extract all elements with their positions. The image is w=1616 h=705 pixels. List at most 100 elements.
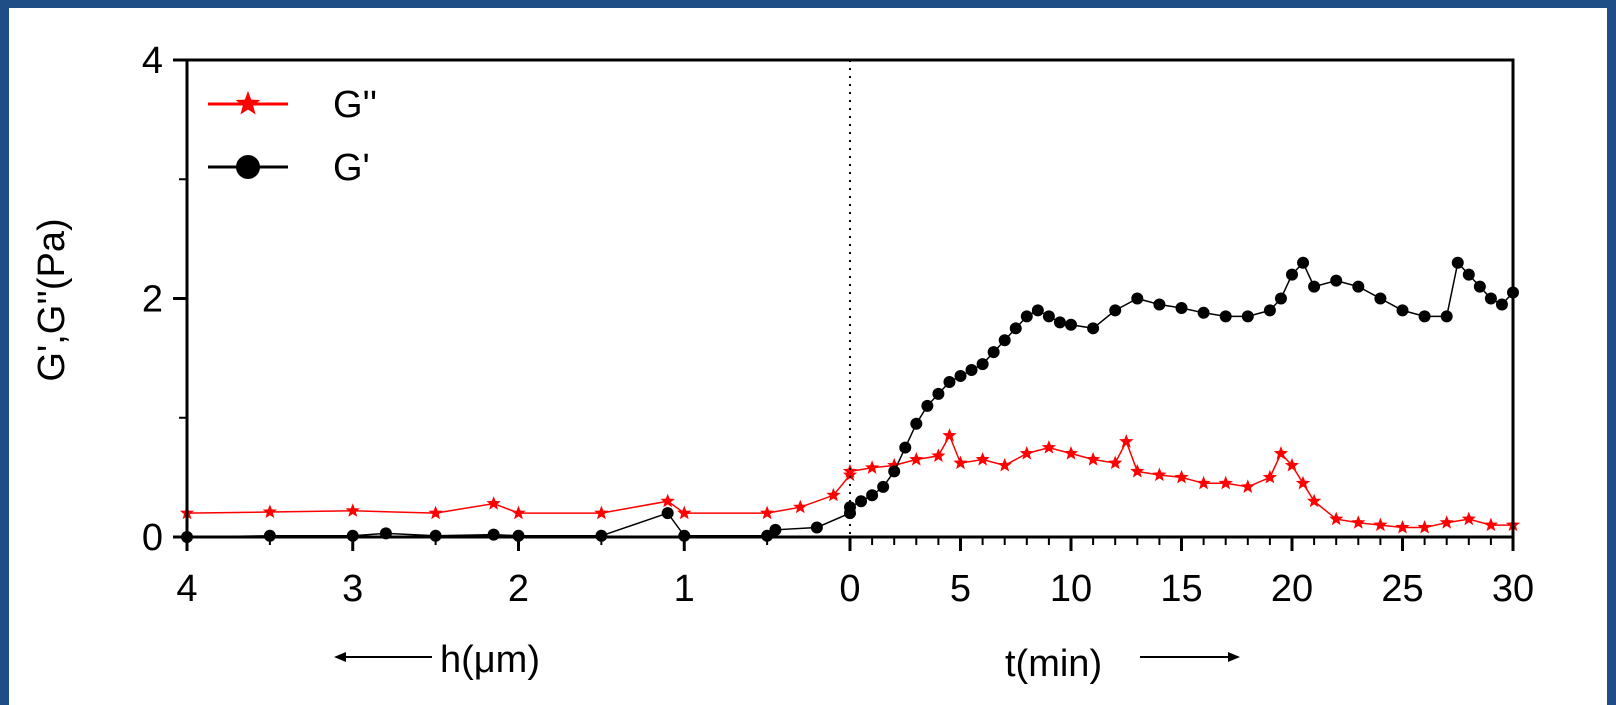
frame-top-border (0, 0, 1616, 8)
g-prime-point (1495, 298, 1508, 311)
g-prime-point (921, 399, 934, 412)
g-double-prime-point (262, 504, 277, 518)
g-prime-point (1263, 304, 1276, 317)
g-prime-point (1109, 304, 1122, 317)
g-prime-point (1241, 310, 1254, 323)
g-double-prime-point (1196, 475, 1211, 490)
g-double-prime-point (1240, 479, 1255, 493)
y-tick-label: 4 (142, 40, 163, 82)
g-prime-point (1009, 322, 1022, 335)
g-double-prime-point (931, 448, 946, 462)
g-double-prime-point (1284, 457, 1300, 472)
g-double-prime-point (1063, 446, 1079, 460)
g-double-prime-point (760, 505, 775, 520)
g-double-prime-point (1019, 446, 1034, 460)
g-prime-point (954, 370, 967, 383)
g-prime-point (976, 358, 989, 371)
h-axis-arrow-head (334, 652, 346, 662)
g-double-prime-point (1152, 467, 1167, 482)
y-axis-title: G',G''(Pa) (31, 218, 73, 381)
g-prime-point (1274, 292, 1287, 305)
frame-right-border (1607, 0, 1616, 705)
g-double-prime-point (677, 505, 692, 520)
g-double-prime-point (1439, 515, 1454, 529)
g-prime-point (1031, 304, 1044, 317)
g-double-prime-point (887, 457, 902, 472)
g-prime-point (866, 489, 879, 502)
g-prime-point (1352, 280, 1365, 293)
g-prime-point (987, 346, 1000, 359)
g-prime-point (810, 521, 823, 534)
g-prime-point (1396, 304, 1409, 317)
g-prime-point (1153, 298, 1166, 311)
legend-g1-circle-marker (236, 155, 260, 179)
g-prime-point (1175, 302, 1188, 315)
g-prime-point (998, 334, 1011, 347)
h-axis-title-group: h(μm) (334, 639, 540, 681)
t-axis-arrow-head (1228, 652, 1240, 662)
g-prime-point (1286, 268, 1298, 281)
g-double-prime-point (953, 455, 968, 470)
g-double-prime-point (1119, 434, 1134, 448)
g-double-prime-point (1174, 469, 1189, 484)
g-prime-point (1462, 268, 1475, 281)
g-double-prime-point (942, 428, 957, 442)
g-prime-point (910, 417, 923, 430)
g-prime-point (1042, 310, 1055, 323)
legend-g2-star-marker (235, 91, 261, 115)
g-double-prime-point (1130, 463, 1145, 478)
g-prime-point (932, 387, 945, 400)
g-prime-point (661, 507, 674, 520)
g-double-prime-point (793, 499, 808, 514)
g-prime-point (1020, 310, 1033, 323)
g-double-prime-point (1417, 520, 1432, 534)
g-double-prime-point (1373, 517, 1388, 532)
g-double-prime-point (1295, 475, 1311, 490)
g-prime-point (1330, 274, 1343, 287)
g-double-prime-point (865, 460, 880, 474)
g-prime-point (487, 528, 500, 541)
g-prime-point (877, 480, 890, 493)
frame-left-border (0, 0, 9, 705)
g-prime-point (965, 364, 978, 377)
g-prime-point (1053, 316, 1066, 329)
t-axis-title-group: t(min) (1005, 643, 1240, 685)
g-double-prime-point (1262, 469, 1277, 484)
g-prime-point (1197, 306, 1210, 319)
g-prime-point (769, 523, 782, 536)
y-tick-label: 0 (142, 517, 163, 559)
g-prime-point (1065, 318, 1077, 331)
t-tick-label: 10 (1050, 568, 1092, 610)
h-tick-label: 3 (342, 568, 363, 610)
g-prime-point (1440, 310, 1453, 323)
legend-g2-label: G'' (333, 84, 377, 126)
g-prime-point (888, 465, 901, 478)
g-double-prime-point (909, 452, 924, 466)
g-prime-point (1219, 310, 1232, 323)
g-double-prime-point (486, 496, 501, 510)
g-prime-point (855, 495, 868, 508)
g-prime-point (844, 501, 856, 514)
g-double-prime-point (826, 487, 841, 502)
h-axis-title: h(μm) (440, 639, 540, 681)
g-double-prime-point (1395, 520, 1410, 534)
g-double-prime-point (842, 463, 858, 478)
g-double-prime-point (1273, 446, 1289, 460)
g-double-prime-point (975, 452, 990, 466)
g-prime-point (1087, 322, 1100, 335)
legend-g1-label: G' (333, 147, 370, 189)
g-double-prime-point (1218, 475, 1233, 490)
g-prime-point (1418, 310, 1431, 323)
t-tick-label: 5 (950, 568, 971, 610)
legend: G'' G' (208, 84, 377, 189)
g-double-prime-point (428, 505, 443, 520)
g-prime-point (1451, 256, 1464, 269)
g-double-prime-point (1307, 493, 1322, 508)
h-tick-label: 2 (508, 568, 529, 610)
g-double-prime-point (1483, 517, 1498, 532)
g-double-prime-point (1108, 455, 1123, 470)
h-tick-label: 1 (674, 568, 695, 610)
g-prime-point (1473, 280, 1486, 293)
